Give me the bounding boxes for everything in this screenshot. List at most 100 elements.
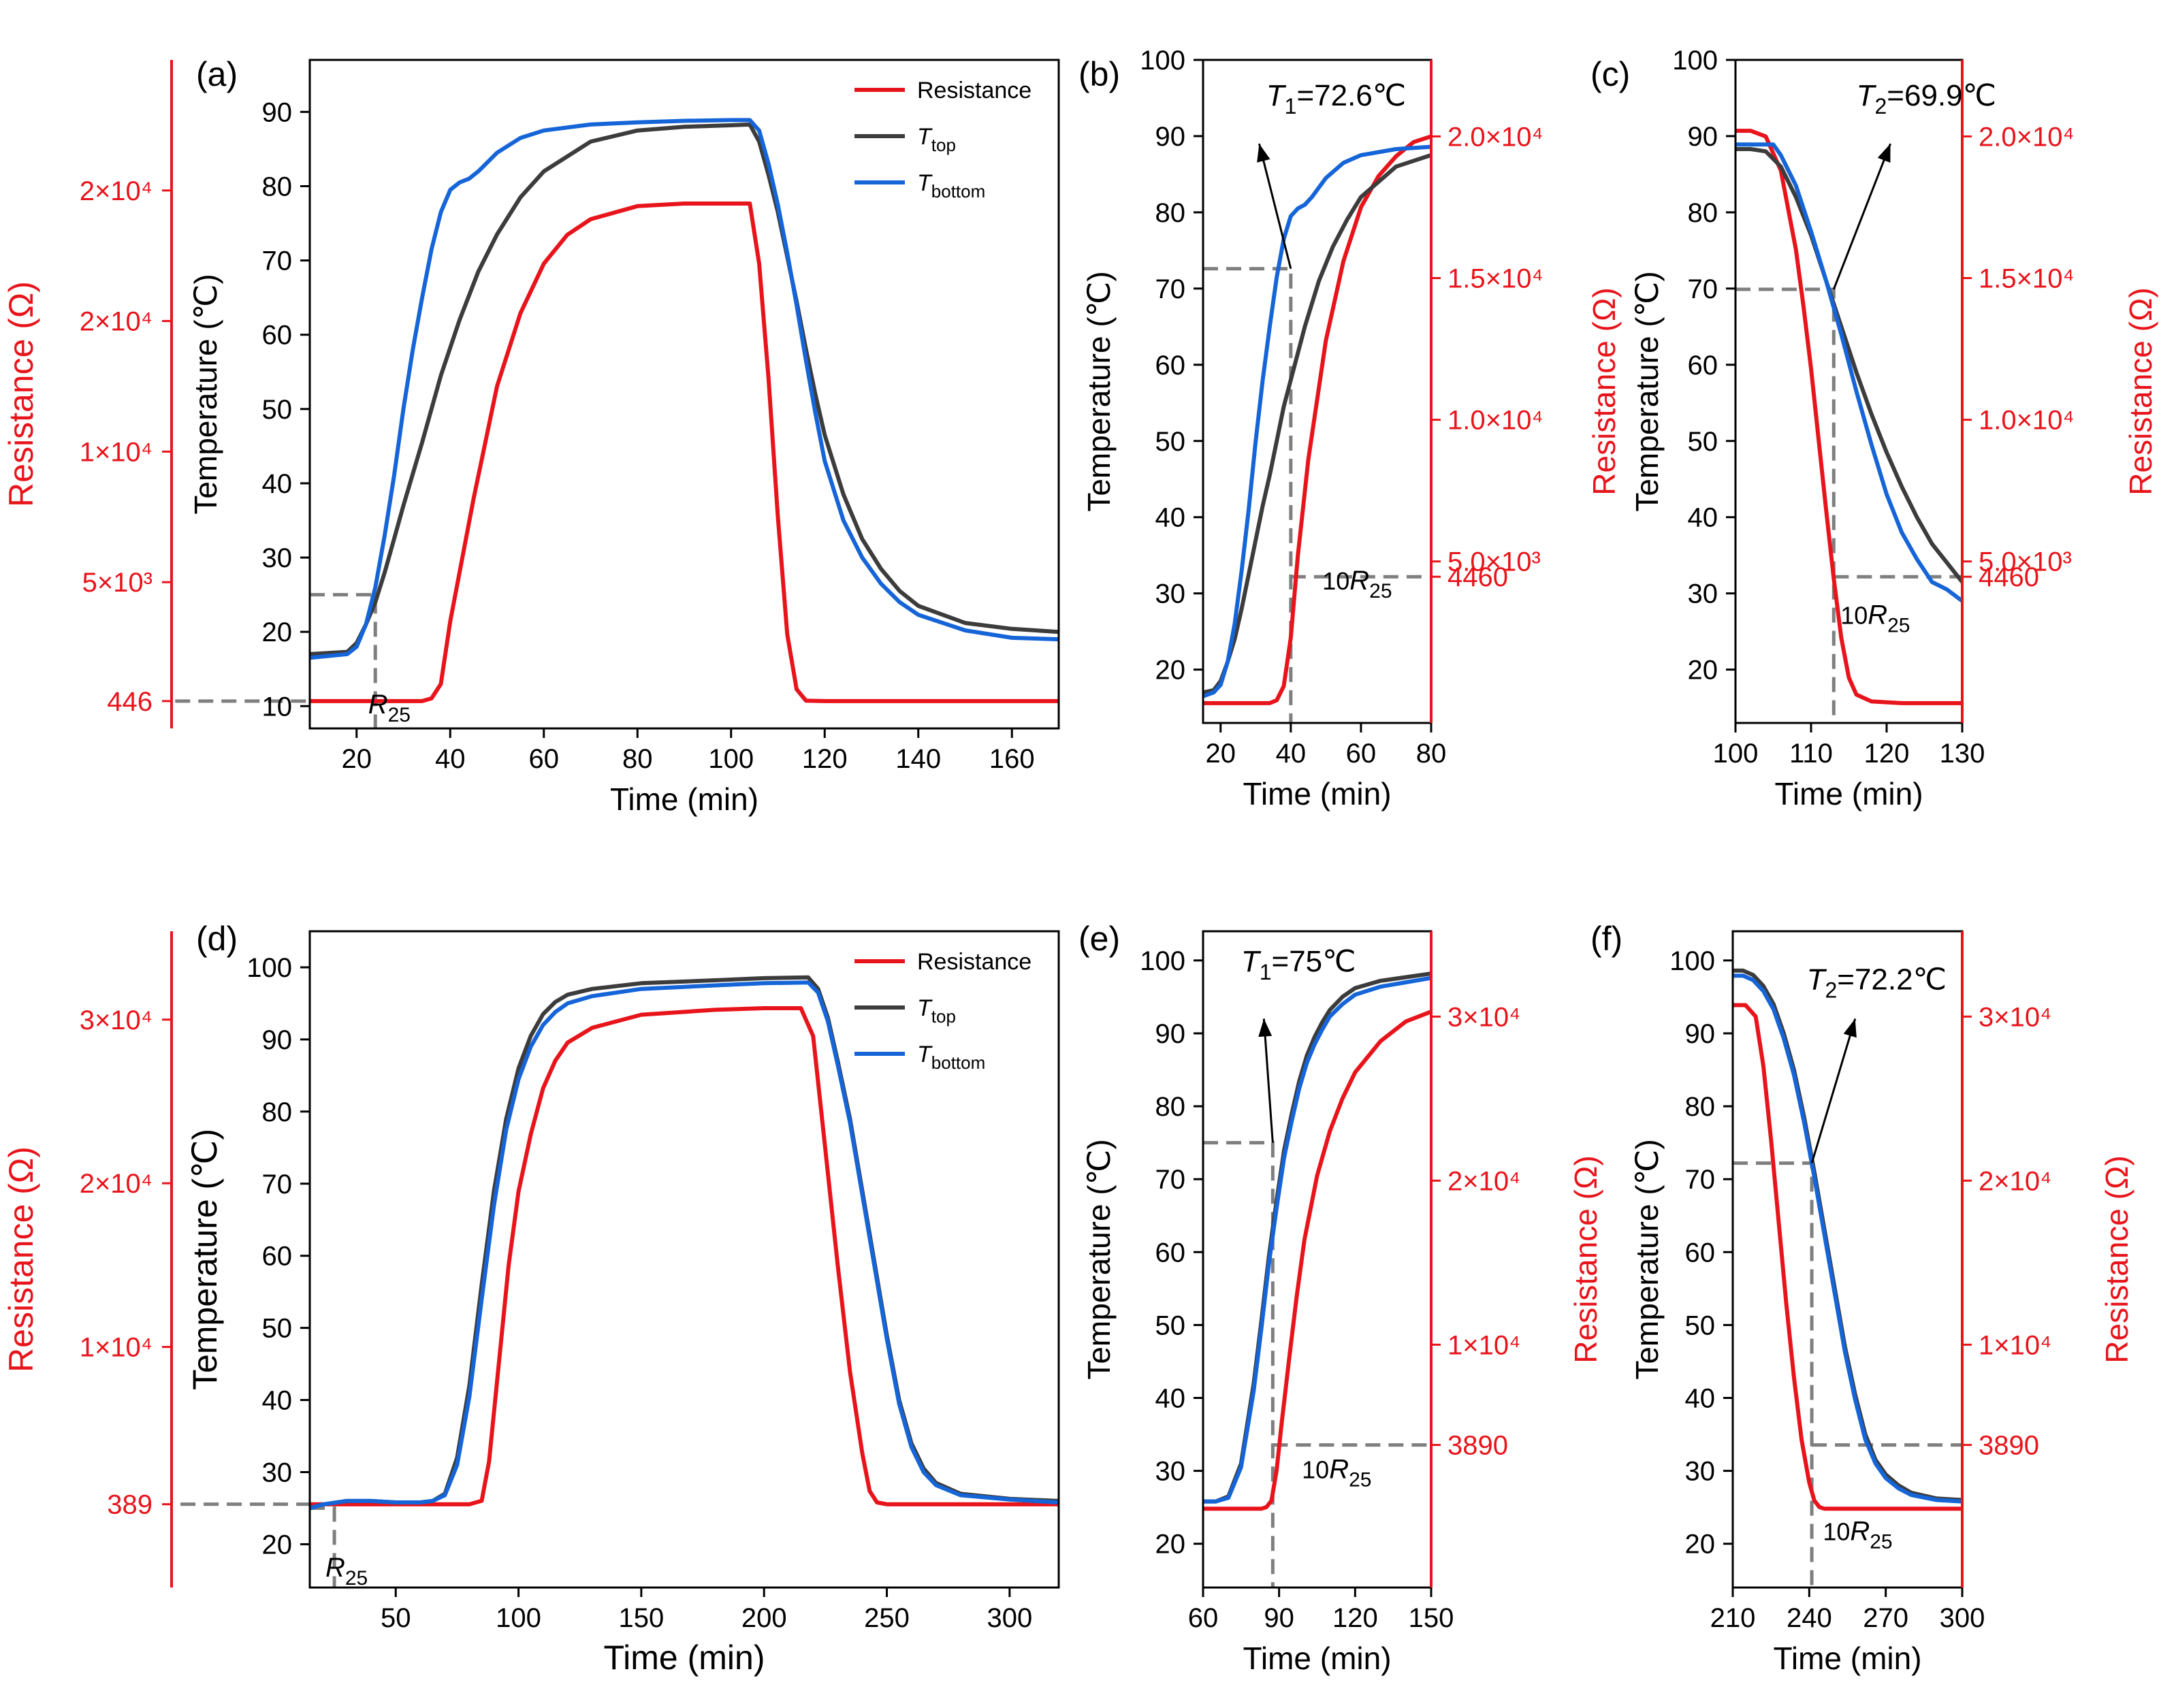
x-tick-label: 60 [529, 744, 560, 774]
resistance-axis-title: Resistance (Ω) [2, 281, 40, 507]
x-tick-label: 160 [989, 744, 1035, 774]
y-tick-label: 20 [262, 617, 293, 647]
legend-label-sub: bottom [931, 181, 986, 202]
plot-frame [308, 930, 1060, 1589]
resistance-axis-title: Resistance (Ω) [2, 1146, 40, 1372]
y-axis-resistance: 3890 1×10⁴ 2×10⁴ 3×10⁴ Resistance (Ω) [1961, 931, 2134, 1588]
x-tick-label: 60 [1346, 739, 1377, 769]
resistance-tick-label: 2.0×10⁴ [1979, 122, 2075, 152]
annotation-symbol: R [1850, 1516, 1870, 1546]
legend-label: Ttop [917, 124, 956, 155]
resistance-tick-label: 1.0×10⁴ [1447, 406, 1543, 436]
resistance-tick-label: 3890 [1447, 1431, 1508, 1461]
series-group [1733, 968, 1962, 1511]
annotation-arrows [1832, 143, 1891, 290]
y-tick-label: 80 [262, 1097, 293, 1127]
arrow-head [1258, 1018, 1273, 1037]
x-tick-label: 240 [1787, 1603, 1832, 1633]
series-group [1203, 134, 1431, 705]
y-axis-temperature: 20 30 40 50 60 70 80 90 100 Temperature (℃) [1081, 946, 1203, 1560]
annotations: T2=69.9℃ 10R25 [1840, 79, 1996, 637]
resistance-tick-label: 1×10⁴ [1447, 1330, 1520, 1360]
series-line-t-bottom [310, 980, 1059, 1511]
y-tick-label: 90 [1688, 122, 1718, 152]
x-axis: 60 90 120 150 Time (min) [1188, 1588, 1454, 1676]
x-tick-label: 120 [802, 744, 848, 774]
y-tick-label: 60 [262, 321, 293, 351]
x-tick-label: 300 [1940, 1603, 1985, 1633]
x-axis: 210 240 270 300 Time (min) [1710, 1588, 1985, 1676]
y-axis-temperature: 20 30 40 50 60 70 80 90 100 Temperature (℃) [186, 953, 310, 1560]
guide-lines [1203, 267, 1431, 723]
legend-label-sub: bottom [931, 1052, 986, 1073]
temperature-guide-line [1735, 287, 1836, 723]
legend-label: Tbottom [917, 1042, 985, 1073]
y-axis-resistance: 3890 1×10⁴ 2×10⁴ 3×10⁴ Resistance (Ω) [1430, 931, 1603, 1588]
series-line-t-bottom [1203, 144, 1431, 698]
x-tick-label: 140 [895, 744, 941, 774]
annotation-value: =69.9℃ [1887, 79, 1996, 112]
y-tick-label: 50 [262, 1314, 293, 1344]
plot-frame [308, 59, 1060, 730]
temperature-guide-line [1733, 1161, 1814, 1588]
resistance-tick-label: 1×10⁴ [80, 437, 153, 467]
annotation-subscript: 25 [388, 704, 411, 726]
temperature-guide-line [1203, 1141, 1275, 1588]
resistance-tick-label: 2×10⁴ [1979, 1166, 2051, 1196]
series-line-resistance [1203, 1010, 1431, 1511]
series-line-t-top [310, 122, 1059, 656]
panel-label: (c) [1590, 55, 1630, 93]
annotation-prefix: 10 [1823, 1517, 1850, 1545]
y-axis-temperature: 20 30 40 50 60 70 80 90 100 Temperature (℃) [1081, 46, 1203, 686]
arrow-head [1843, 1018, 1857, 1038]
y-axis-title: Temperature (℃) [1081, 1139, 1117, 1379]
series-group [310, 975, 1059, 1511]
x-tick-label: 120 [1864, 739, 1910, 769]
resistance-tick-label: 2×10⁴ [80, 1169, 153, 1199]
y-tick-label: 40 [1155, 1384, 1186, 1414]
guide-lines [172, 1502, 336, 1588]
annotation-symbol: R [1868, 600, 1887, 630]
series-line-t-top [1735, 147, 1962, 584]
annotation-text: T1=75℃ [1241, 945, 1356, 984]
panel-label: (a) [196, 55, 238, 93]
annotation-text: T2=72.2℃ [1807, 963, 1947, 1003]
x-tick-label: 40 [435, 744, 466, 774]
annotation-symbol: T [1266, 79, 1287, 112]
y-tick-label: 100 [1672, 46, 1718, 76]
annotation-symbol: R [368, 690, 388, 720]
legend-label-sub: top [931, 1006, 956, 1027]
legend-label: Resistance [917, 949, 1031, 975]
resistance-tick-label: 3×10⁴ [80, 1005, 153, 1035]
resistance-tick-label: 3×10⁴ [1979, 1002, 2051, 1032]
series-line-t-bottom [1733, 973, 1962, 1504]
annotation-text: 10R25 [1840, 600, 1910, 637]
y-tick-label: 80 [1688, 198, 1718, 228]
x-tick-label: 100 [708, 744, 754, 774]
x-tick-label: 20 [1206, 739, 1236, 769]
resistance-axis-title: Resistance (Ω) [2099, 1155, 2134, 1363]
resistance-tick-label: 1.0×10⁴ [1979, 406, 2075, 436]
annotation-value: =72.2℃ [1837, 963, 1947, 997]
x-axis-title: Time (min) [1243, 776, 1391, 811]
y-tick-label: 60 [1688, 351, 1718, 381]
resistance-tick-label: 1×10⁴ [1979, 1330, 2051, 1360]
y-tick-label: 40 [1155, 503, 1186, 533]
temperature-guide-line [1203, 267, 1293, 723]
y-tick-label: 100 [246, 953, 292, 983]
annotation-prefix: 10 [1322, 567, 1349, 595]
resistance-tick-label: 2×10⁴ [80, 176, 153, 206]
annotation-subscript: 25 [1349, 1468, 1371, 1491]
y-tick-label: 20 [1155, 656, 1186, 686]
legend-label-base: T [917, 1042, 933, 1067]
resistance-tick-label: 5.0×10³ [1979, 547, 2072, 577]
y-tick-label: 70 [262, 246, 293, 276]
annotation-symbol: R [1349, 566, 1369, 596]
y-tick-label: 90 [1685, 1019, 1716, 1049]
annotation-text: R25 [368, 690, 411, 726]
y-axis-title: Temperature (℃) [1081, 271, 1117, 511]
y-tick-label: 80 [1155, 1092, 1186, 1122]
y-tick-label: 30 [1155, 1457, 1186, 1487]
resistance-tick-label: 2.0×10⁴ [1447, 122, 1543, 152]
